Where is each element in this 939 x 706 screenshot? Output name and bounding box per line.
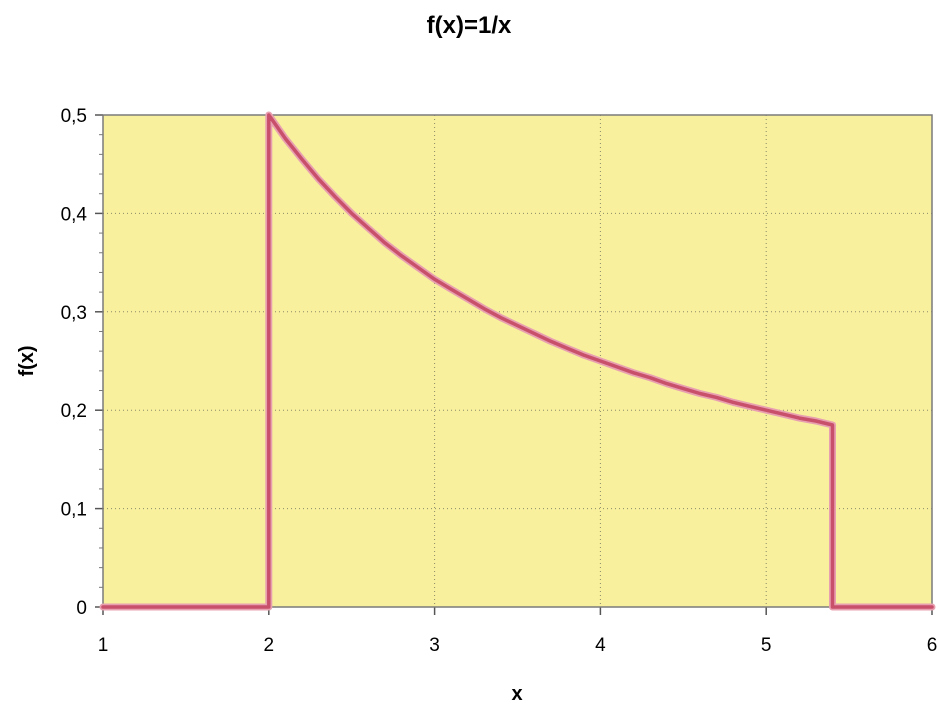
x-tick-label: 6 [927, 635, 938, 656]
y-axis-label: f(x) [16, 345, 38, 376]
plot-area [103, 115, 932, 607]
series-line [101, 113, 934, 609]
y-tick-label: 0,2 [61, 401, 87, 422]
series-layer [99, 111, 936, 611]
y-tick-label: 0,3 [61, 303, 87, 324]
y-tick-label: 0 [76, 598, 87, 619]
x-axis-label: x [511, 683, 522, 705]
y-tick-labels: 0 0,1 0,2 0,3 0,4 0,5 [61, 106, 88, 619]
y-tick-label: 0,4 [61, 204, 88, 225]
x-tick-label: 4 [595, 635, 606, 656]
x-tick-label: 2 [264, 635, 275, 656]
x-tick-label: 5 [761, 635, 772, 656]
x-tick-labels: 1 2 3 4 5 6 [98, 635, 938, 656]
y-tick-label: 0,1 [61, 500, 87, 521]
plot-border [102, 114, 933, 608]
x-tick-label: 1 [98, 635, 109, 656]
chart-title: f(x)=1/x [427, 12, 512, 39]
y-tick-label: 0,5 [61, 106, 87, 127]
x-tick-label: 3 [429, 635, 440, 656]
